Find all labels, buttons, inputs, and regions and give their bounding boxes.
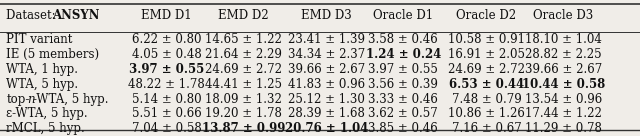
Text: ANSYN: ANSYN <box>52 9 100 22</box>
Text: 1.24 ± 0.24: 1.24 ± 0.24 <box>365 48 441 61</box>
Text: WTA, 5 hyp.: WTA, 5 hyp. <box>6 78 79 91</box>
Text: 21.64 ± 2.29: 21.64 ± 2.29 <box>205 48 282 61</box>
Text: 48.22 ± 1.78: 48.22 ± 1.78 <box>128 78 205 91</box>
Text: 10.86 ± 1.26: 10.86 ± 1.26 <box>448 107 525 120</box>
Text: Oracle D2: Oracle D2 <box>456 9 516 22</box>
Text: EMD D1: EMD D1 <box>141 9 192 22</box>
Text: 3.58 ± 0.46: 3.58 ± 0.46 <box>369 33 438 46</box>
Text: 19.20 ± 1.78: 19.20 ± 1.78 <box>205 107 282 120</box>
Text: 10.58 ± 0.91: 10.58 ± 0.91 <box>448 33 525 46</box>
Text: EMD D3: EMD D3 <box>301 9 352 22</box>
Text: 3.62 ± 0.57: 3.62 ± 0.57 <box>369 107 438 120</box>
Text: 39.66 ± 2.67: 39.66 ± 2.67 <box>288 63 365 76</box>
Text: top-: top- <box>6 93 30 106</box>
Text: 7.04 ± 0.58: 7.04 ± 0.58 <box>132 122 201 135</box>
Text: EMD D2: EMD D2 <box>218 9 269 22</box>
Text: 39.66 ± 2.67: 39.66 ± 2.67 <box>525 63 602 76</box>
Text: 24.69 ± 2.72: 24.69 ± 2.72 <box>448 63 525 76</box>
Text: 16.91 ± 2.05: 16.91 ± 2.05 <box>448 48 525 61</box>
Text: 18.10 ± 1.04: 18.10 ± 1.04 <box>525 33 602 46</box>
Text: 44.41 ± 1.25: 44.41 ± 1.25 <box>205 78 282 91</box>
Text: 3.97 ± 0.55: 3.97 ± 0.55 <box>368 63 438 76</box>
Text: 3.56 ± 0.39: 3.56 ± 0.39 <box>368 78 438 91</box>
Text: Oracle D3: Oracle D3 <box>533 9 593 22</box>
Text: 3.85 ± 0.46: 3.85 ± 0.46 <box>369 122 438 135</box>
Text: 6.53 ± 0.44: 6.53 ± 0.44 <box>449 78 524 91</box>
Text: 34.34 ± 2.37: 34.34 ± 2.37 <box>288 48 365 61</box>
Text: ε-WTA, 5 hyp.: ε-WTA, 5 hyp. <box>6 107 88 120</box>
Text: 6.22 ± 0.80: 6.22 ± 0.80 <box>132 33 201 46</box>
Text: Dataset:: Dataset: <box>6 9 60 22</box>
Text: 11.29 ± 0.78: 11.29 ± 0.78 <box>525 122 602 135</box>
Text: 20.76 ± 1.04: 20.76 ± 1.04 <box>285 122 368 135</box>
Text: n: n <box>27 93 35 106</box>
Text: WTA, 1 hyp.: WTA, 1 hyp. <box>6 63 79 76</box>
Text: 13.87 ± 0.99: 13.87 ± 0.99 <box>202 122 285 135</box>
Text: IE (5 members): IE (5 members) <box>6 48 100 61</box>
Text: 24.69 ± 2.72: 24.69 ± 2.72 <box>205 63 282 76</box>
Text: 4.05 ± 0.48: 4.05 ± 0.48 <box>132 48 201 61</box>
Text: 25.12 ± 1.30: 25.12 ± 1.30 <box>288 93 365 106</box>
Text: 28.39 ± 1.68: 28.39 ± 1.68 <box>288 107 365 120</box>
Text: 7.16 ± 0.67: 7.16 ± 0.67 <box>452 122 521 135</box>
Text: 3.97 ± 0.55: 3.97 ± 0.55 <box>129 63 204 76</box>
Text: 18.09 ± 1.32: 18.09 ± 1.32 <box>205 93 282 106</box>
Text: 23.41 ± 1.39: 23.41 ± 1.39 <box>288 33 365 46</box>
Text: 41.83 ± 0.96: 41.83 ± 0.96 <box>288 78 365 91</box>
Text: 13.54 ± 0.96: 13.54 ± 0.96 <box>525 93 602 106</box>
Text: 28.82 ± 2.25: 28.82 ± 2.25 <box>525 48 602 61</box>
Text: rMCL, 5 hyp.: rMCL, 5 hyp. <box>6 122 85 135</box>
Text: 3.33 ± 0.46: 3.33 ± 0.46 <box>368 93 438 106</box>
Text: PIT variant: PIT variant <box>6 33 73 46</box>
Text: -WTA, 5 hyp.: -WTA, 5 hyp. <box>33 93 108 106</box>
Text: 14.65 ± 1.22: 14.65 ± 1.22 <box>205 33 282 46</box>
Text: Oracle D1: Oracle D1 <box>373 9 433 22</box>
Text: 5.51 ± 0.66: 5.51 ± 0.66 <box>132 107 201 120</box>
Text: 5.14 ± 0.80: 5.14 ± 0.80 <box>132 93 201 106</box>
Text: 10.44 ± 0.58: 10.44 ± 0.58 <box>522 78 605 91</box>
Text: 7.48 ± 0.79: 7.48 ± 0.79 <box>452 93 521 106</box>
Text: 17.44 ± 1.22: 17.44 ± 1.22 <box>525 107 602 120</box>
